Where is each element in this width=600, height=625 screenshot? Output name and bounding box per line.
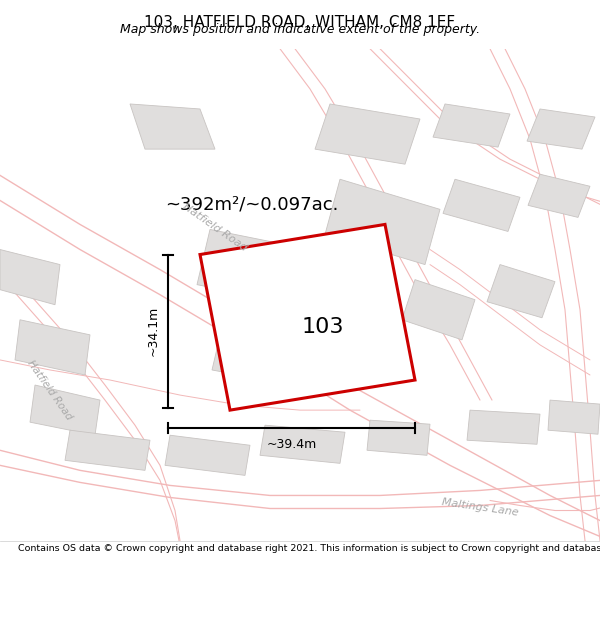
Text: Maltings Lane: Maltings Lane: [441, 497, 519, 518]
Polygon shape: [433, 104, 510, 147]
Polygon shape: [528, 174, 590, 218]
Polygon shape: [65, 430, 150, 471]
Text: ~39.4m: ~39.4m: [266, 438, 317, 451]
Text: Hatfield Road: Hatfield Road: [26, 358, 74, 422]
Polygon shape: [548, 400, 600, 434]
Polygon shape: [315, 104, 420, 164]
Polygon shape: [200, 224, 415, 410]
Polygon shape: [467, 410, 540, 444]
Text: Map shows position and indicative extent of the property.: Map shows position and indicative extent…: [120, 23, 480, 36]
Polygon shape: [402, 279, 475, 340]
Text: Hatfield Road: Hatfield Road: [181, 202, 249, 253]
Text: Contains OS data © Crown copyright and database right 2021. This information is : Contains OS data © Crown copyright and d…: [18, 544, 600, 553]
Polygon shape: [15, 320, 90, 375]
Polygon shape: [30, 385, 100, 435]
Polygon shape: [260, 425, 345, 463]
Polygon shape: [165, 435, 250, 476]
Text: 103: 103: [301, 318, 344, 338]
Text: ~34.1m: ~34.1m: [147, 306, 160, 356]
Polygon shape: [367, 420, 430, 455]
Polygon shape: [487, 264, 555, 318]
Text: 103, HATFIELD ROAD, WITHAM, CM8 1EF: 103, HATFIELD ROAD, WITHAM, CM8 1EF: [145, 14, 455, 29]
Polygon shape: [130, 104, 215, 149]
Polygon shape: [443, 179, 520, 231]
Polygon shape: [527, 109, 595, 149]
Polygon shape: [212, 315, 305, 385]
Polygon shape: [197, 229, 285, 300]
Text: ~392m²/~0.097ac.: ~392m²/~0.097ac.: [165, 196, 338, 213]
Polygon shape: [325, 179, 440, 264]
Polygon shape: [0, 249, 60, 305]
